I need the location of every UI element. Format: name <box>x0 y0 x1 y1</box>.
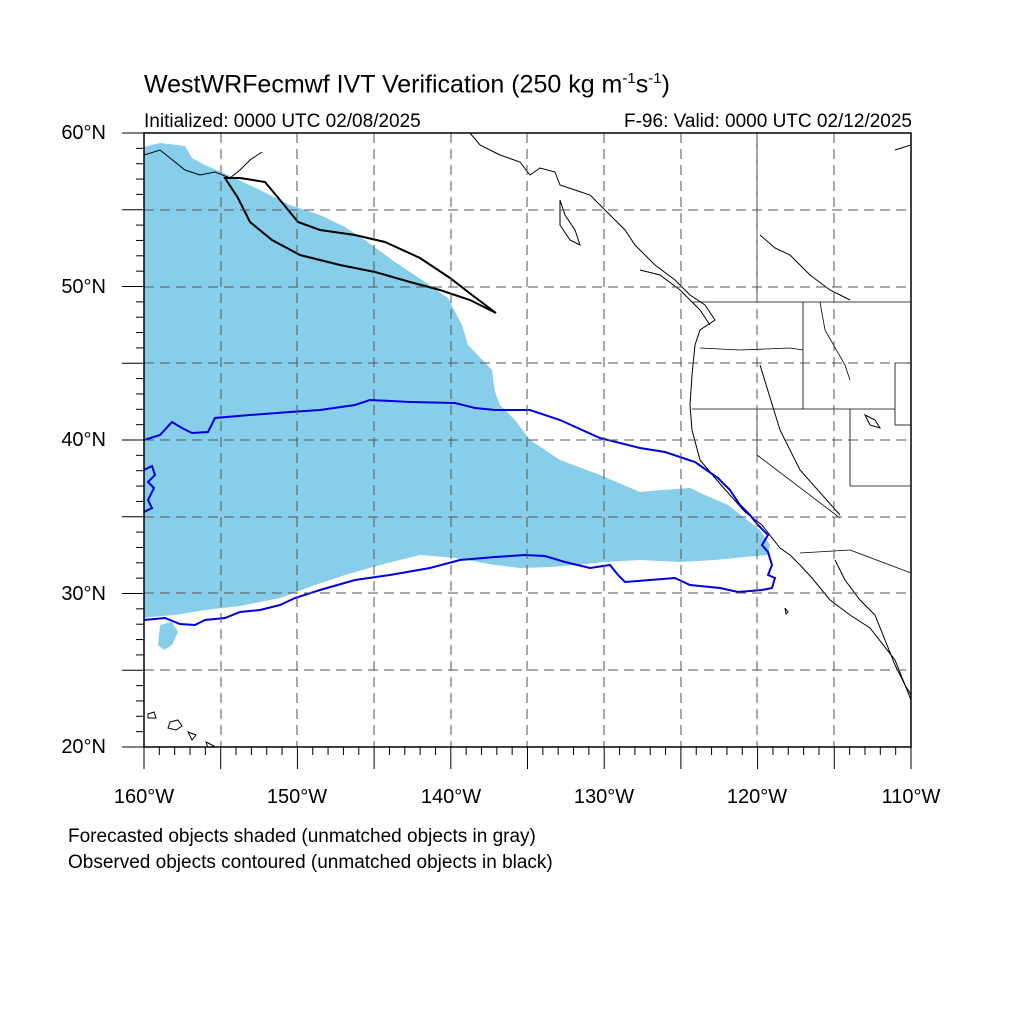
lon-label-120w: 120°W <box>726 786 788 808</box>
lat-label-50n: 50°N <box>61 276 106 298</box>
lat-label-40n: 40°N <box>61 429 106 451</box>
coastlines <box>144 133 911 747</box>
lon-label-150w: 150°W <box>266 786 328 808</box>
footnote-observed: Observed objects contoured (unmatched ob… <box>68 852 553 873</box>
lat-label-30n: 30°N <box>61 583 106 605</box>
axis-ticks <box>122 132 912 769</box>
lon-label-130w: 130°W <box>573 786 635 808</box>
observed-object-matched <box>144 398 777 627</box>
chart-title: WestWRFecmwf IVT Verification (250 kg m-… <box>144 70 670 99</box>
lat-label-60n: 60°N <box>61 122 106 144</box>
lon-label-140w: 140°W <box>420 786 482 808</box>
gridlines <box>144 133 911 747</box>
lat-label-20n: 20°N <box>61 736 106 758</box>
forecast-object-small <box>158 622 178 650</box>
valid-time-label: F-96: Valid: 0000 UTC 02/12/2025 <box>624 111 912 132</box>
init-time-label: Initialized: 0000 UTC 02/08/2025 <box>144 111 421 132</box>
footnote-forecast: Forecasted objects shaded (unmatched obj… <box>68 826 536 847</box>
observed-object-matched-edge <box>144 464 157 513</box>
lon-label-110w: 110°W <box>881 786 941 808</box>
lon-label-160w: 160°W <box>113 786 175 808</box>
observed-object-unmatched <box>223 177 497 314</box>
forecast-object-main <box>144 143 770 618</box>
political-borders <box>692 133 911 574</box>
